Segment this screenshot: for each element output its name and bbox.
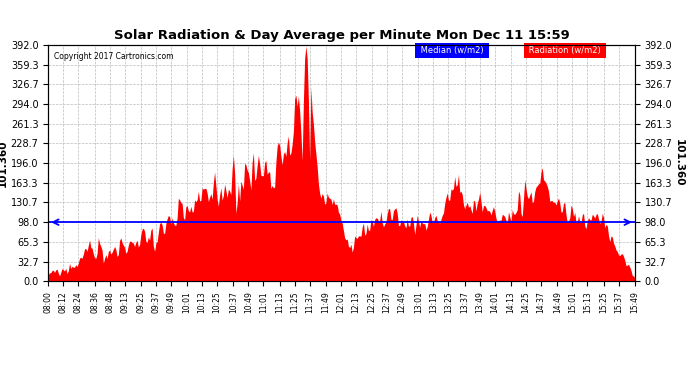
Text: Copyright 2017 Cartronics.com: Copyright 2017 Cartronics.com [55, 52, 174, 61]
Text: Median (w/m2): Median (w/m2) [418, 46, 486, 55]
Y-axis label: 101.360: 101.360 [0, 140, 8, 187]
Y-axis label: 101.360: 101.360 [673, 140, 684, 187]
Title: Solar Radiation & Day Average per Minute Mon Dec 11 15:59: Solar Radiation & Day Average per Minute… [114, 30, 569, 42]
Text: Radiation (w/m2): Radiation (w/m2) [526, 46, 604, 55]
